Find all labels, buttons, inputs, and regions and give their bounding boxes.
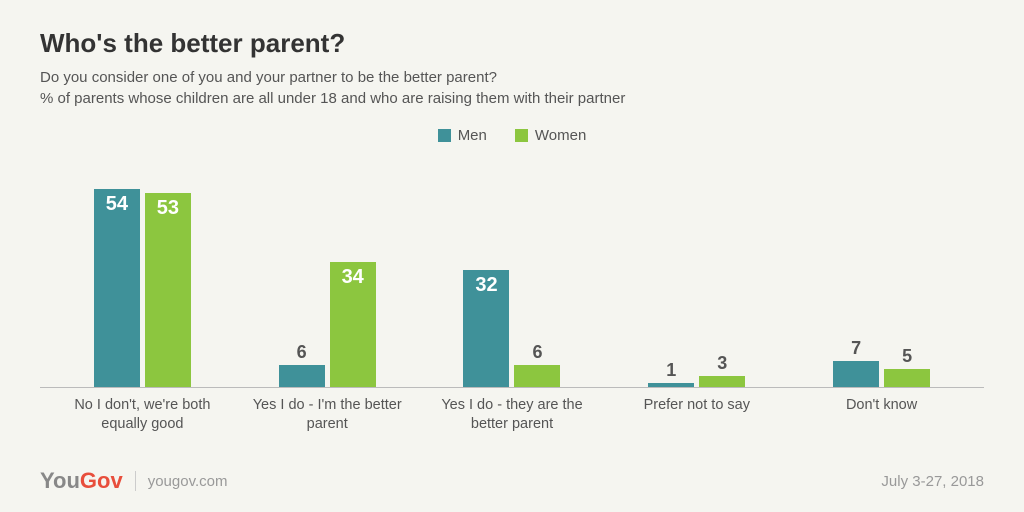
date-range: July 3-27, 2018 [881,473,984,490]
bar-chart: 54536343261375 [40,158,984,388]
x-label: Yes I do - they are the better parent [420,396,605,434]
chart-subtitle: Do you consider one of you and your part… [40,67,984,109]
x-label: Don't know [789,396,974,434]
bar-value-label: 7 [833,338,879,359]
legend: Men Women [40,127,984,144]
legend-item-women: Women [515,127,586,144]
bar-women: 34 [330,262,376,387]
bar-men: 32 [463,270,509,387]
bar-group: 75 [789,361,974,387]
bar-group: 5453 [50,189,235,387]
subtitle-line-1: Do you consider one of you and your part… [40,69,497,86]
brand: YouGov yougov.com [40,468,227,494]
legend-item-men: Men [438,127,487,144]
bar-men: 54 [94,189,140,387]
bar-value-label: 5 [884,346,930,367]
bar-men: 1 [648,383,694,387]
bar-value-label: 54 [94,193,140,216]
bar-group: 13 [604,376,789,387]
bar-women: 6 [514,365,560,387]
bar-group: 6 34 [235,262,420,387]
bar-value-label: 6 [279,342,325,363]
bar-value-label: 1 [648,360,694,381]
bar-men: 6 [279,365,325,387]
legend-swatch-women [515,129,528,142]
bar-women: 53 [145,193,191,387]
legend-label-men: Men [458,127,487,144]
footer-divider [135,471,136,491]
bar-men: 7 [833,361,879,387]
bar-women: 5 [884,369,930,387]
yougov-logo: YouGov [40,468,123,494]
x-label: No I don't, we're both equally good [50,396,235,434]
x-label: Prefer not to say [604,396,789,434]
bar-value-label: 3 [699,353,745,374]
bar-value-label: 6 [514,342,560,363]
x-axis-labels: No I don't, we're both equally goodYes I… [40,388,984,434]
logo-gov: Gov [80,468,123,493]
bar-value-label: 53 [145,197,191,220]
bar-value-label: 32 [463,274,509,297]
bar-value-label: 34 [330,266,376,289]
site-url: yougov.com [148,473,228,490]
x-label: Yes I do - I'm the better parent [235,396,420,434]
bar-group: 32 6 [420,270,605,387]
subtitle-line-2: % of parents whose children are all unde… [40,90,625,107]
legend-swatch-men [438,129,451,142]
footer: YouGov yougov.com July 3-27, 2018 [40,468,984,494]
legend-label-women: Women [535,127,586,144]
chart-title: Who's the better parent? [40,28,984,59]
bar-women: 3 [699,376,745,387]
logo-you: You [40,468,80,493]
